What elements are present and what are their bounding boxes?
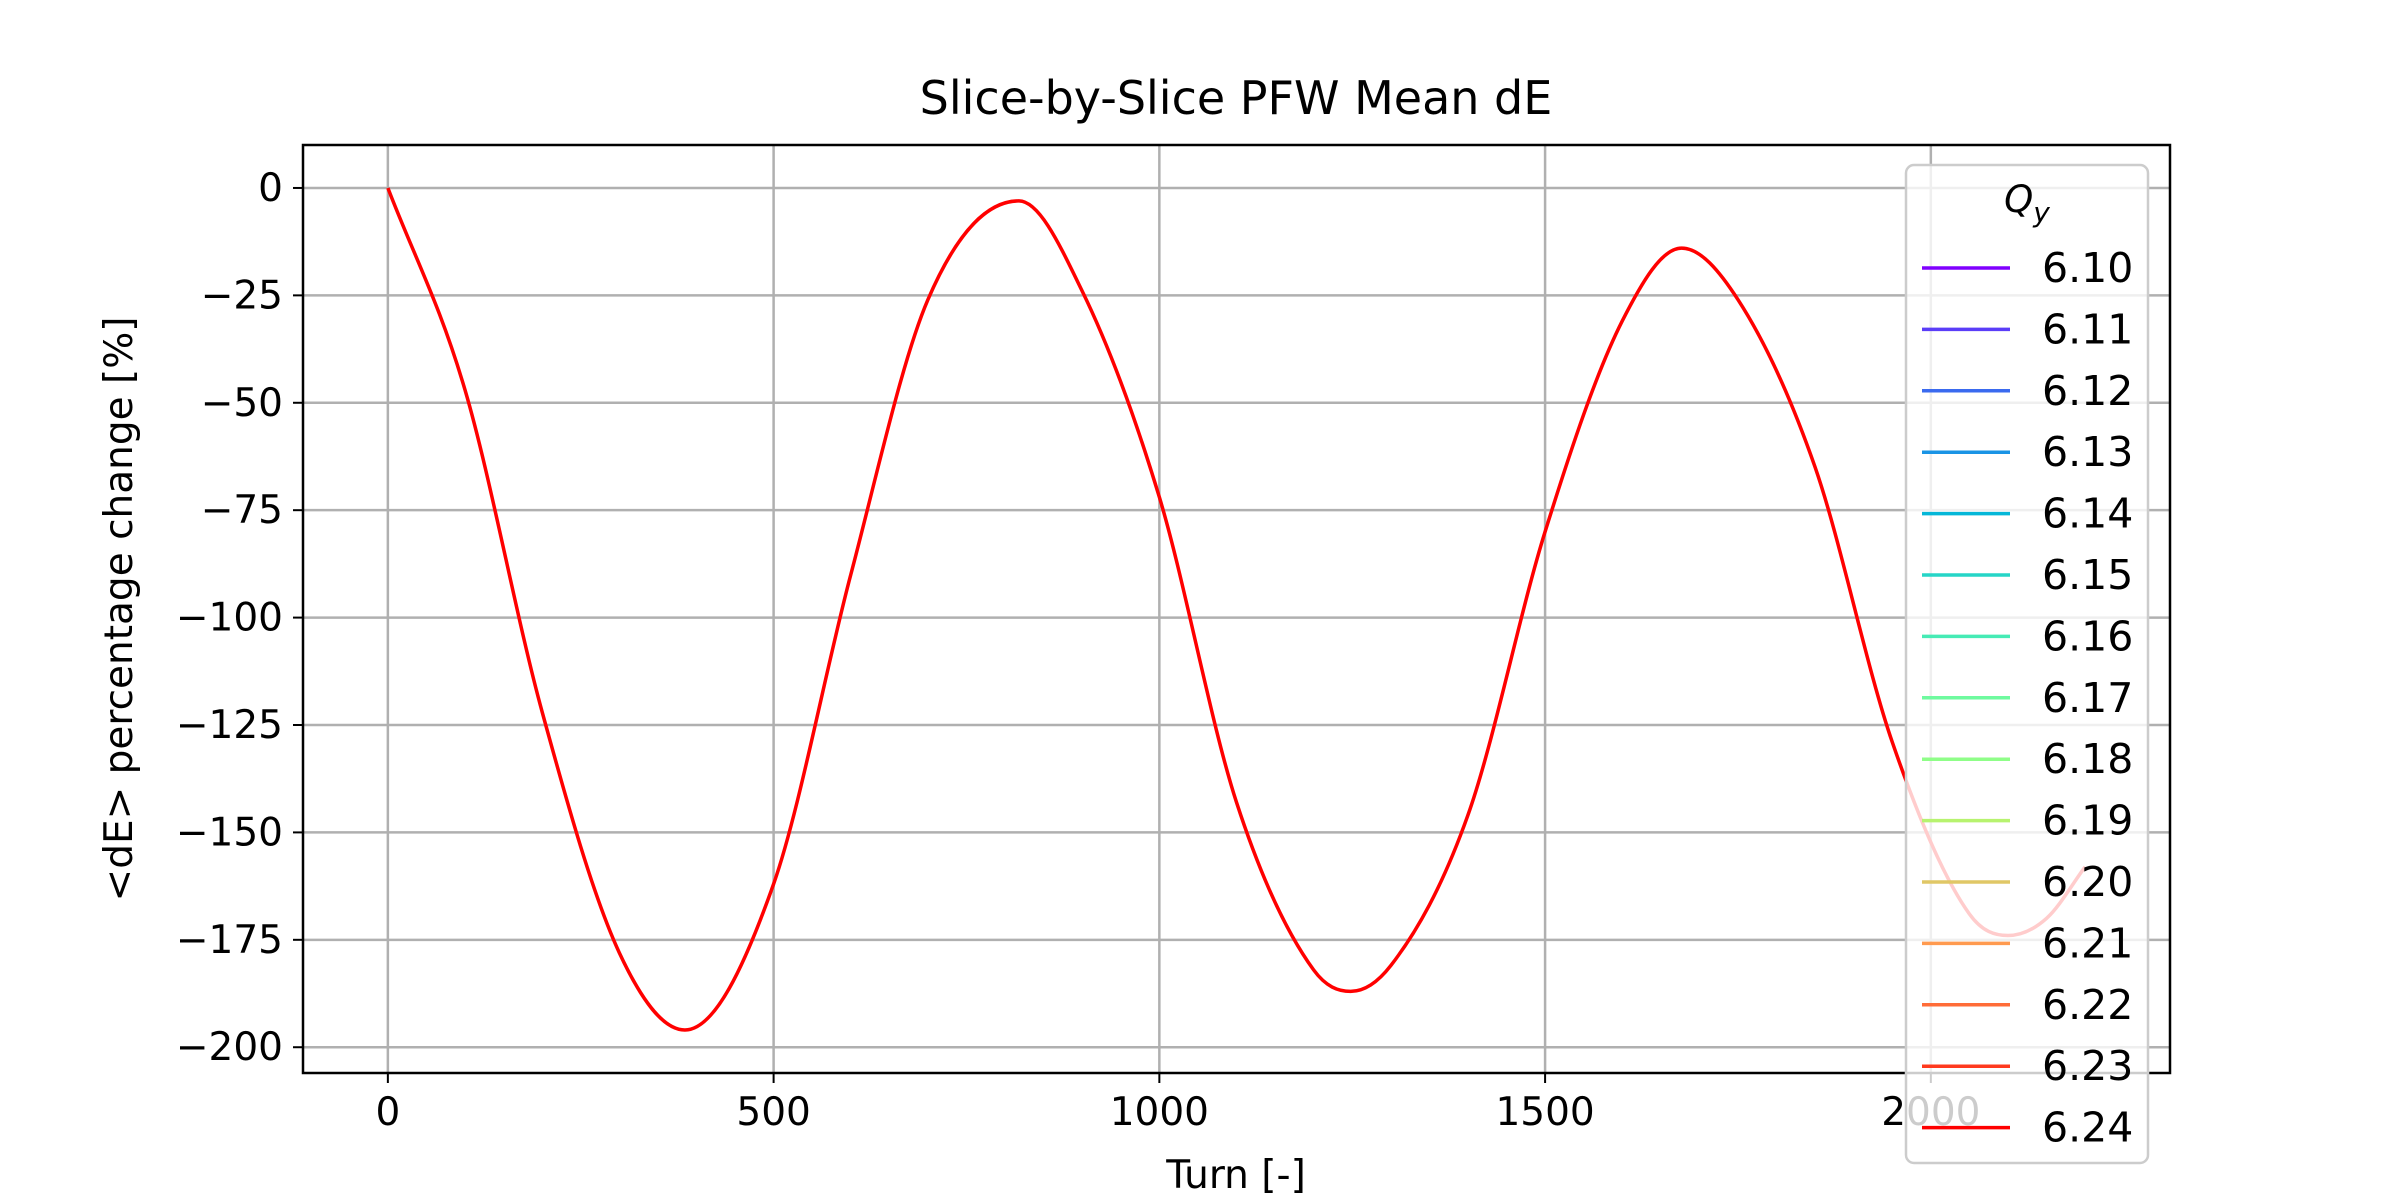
legend-label: 6.23 — [2042, 1042, 2133, 1090]
y-tick-label: −200 — [176, 1025, 283, 1070]
grid-lines — [303, 145, 2170, 1073]
legend-label: 6.18 — [2042, 735, 2133, 783]
legend-label: 6.24 — [2042, 1104, 2133, 1152]
legend-label: 6.19 — [2042, 797, 2133, 845]
legend-label: 6.16 — [2042, 612, 2133, 660]
legend-label: 6.22 — [2042, 981, 2133, 1029]
legend-label: 6.20 — [2042, 858, 2133, 906]
y-axis-label: <dE> percentage change [%] — [97, 317, 142, 902]
legend-label: 6.13 — [2042, 428, 2133, 476]
legend-label: 6.12 — [2042, 367, 2133, 415]
legend-label: 6.11 — [2042, 305, 2133, 353]
series-line-6.24 — [386, 187, 2087, 1032]
x-tick-label: 0 — [375, 1090, 400, 1135]
y-tick-label: −50 — [201, 381, 283, 426]
legend-label: 6.10 — [2042, 244, 2133, 292]
y-tick-label: −125 — [176, 703, 283, 748]
chart-title: Slice-by-Slice PFW Mean dE — [920, 71, 1553, 125]
legend: Qy 6.106.116.126.136.146.156.166.176.186… — [1904, 163, 2150, 1165]
x-tick-label: 1500 — [1495, 1090, 1594, 1135]
legend-box — [1904, 163, 2150, 1165]
series-lines — [386, 187, 2087, 1032]
plot-frame — [301, 143, 2172, 1075]
x-tick-label: 500 — [736, 1090, 810, 1135]
y-ticks: 0 −25 −50 −75 −100 −125 −150 −175 −200 — [176, 166, 303, 1070]
y-tick-label: −150 — [176, 810, 283, 855]
y-tick-label: −75 — [201, 488, 283, 533]
x-ticks: 0500100015002000 — [375, 1073, 1980, 1135]
legend-label: 6.21 — [2042, 919, 2133, 967]
legend-label: 6.15 — [2042, 551, 2133, 599]
y-tick-label: −175 — [176, 918, 283, 963]
x-tick-label: 1000 — [1110, 1090, 1209, 1135]
y-tick-label: −25 — [201, 273, 283, 318]
legend-label: 6.14 — [2042, 490, 2133, 538]
y-tick-label: −100 — [176, 596, 283, 641]
y-tick-label: 0 — [258, 166, 283, 211]
x-axis-label: Turn [-] — [1165, 1153, 1306, 1198]
legend-label: 6.17 — [2042, 674, 2133, 722]
